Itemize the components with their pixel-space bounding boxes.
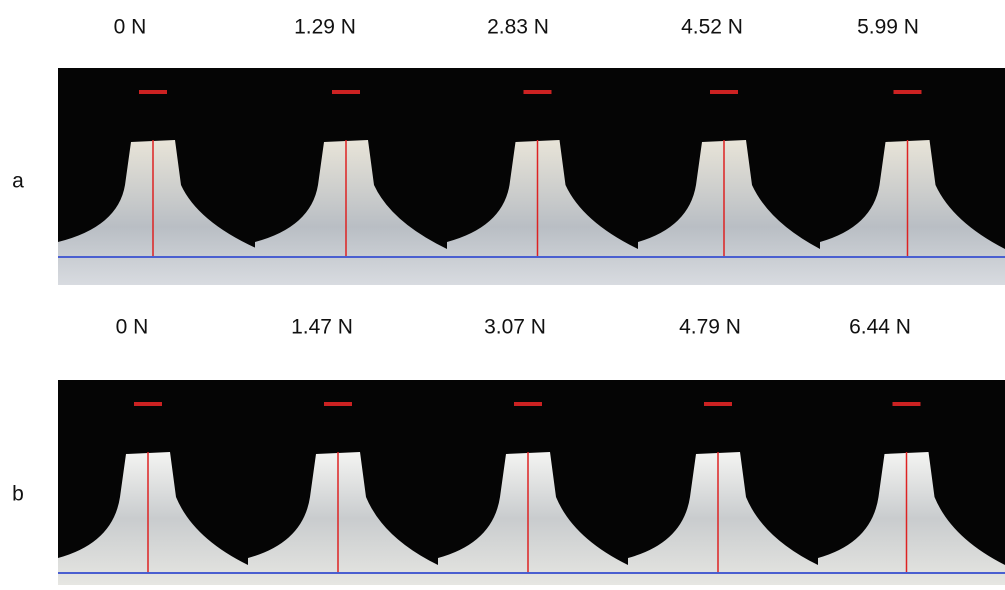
measurement-tag [704,402,732,406]
row-label: a [12,170,24,193]
force-label: 1.29 N [294,16,356,39]
force-label: 0 N [114,16,147,39]
measurement-tag [894,90,922,94]
measurement-tag [514,402,542,406]
row-label: b [12,483,24,506]
force-label: 4.79 N [679,316,741,339]
force-label: 4.52 N [681,16,743,39]
force-label: 3.07 N [484,316,546,339]
force-label: 2.83 N [487,16,549,39]
measurement-tag [324,402,352,406]
force-label: 6.44 N [849,316,911,339]
force-label: 0 N [116,316,149,339]
measurement-tag [332,90,360,94]
measurement-tag [134,402,162,406]
measurement-tag [139,90,167,94]
force-label: 1.47 N [291,316,353,339]
measurement-tag [893,402,921,406]
measurement-tag [710,90,738,94]
force-label: 5.99 N [857,16,919,39]
measurement-tag [524,90,552,94]
figure: a 0 N 1.29 N 2.83 N 4.52 N 5.99 N b 0 N 1.47 N 3.… [0,0,1005,590]
